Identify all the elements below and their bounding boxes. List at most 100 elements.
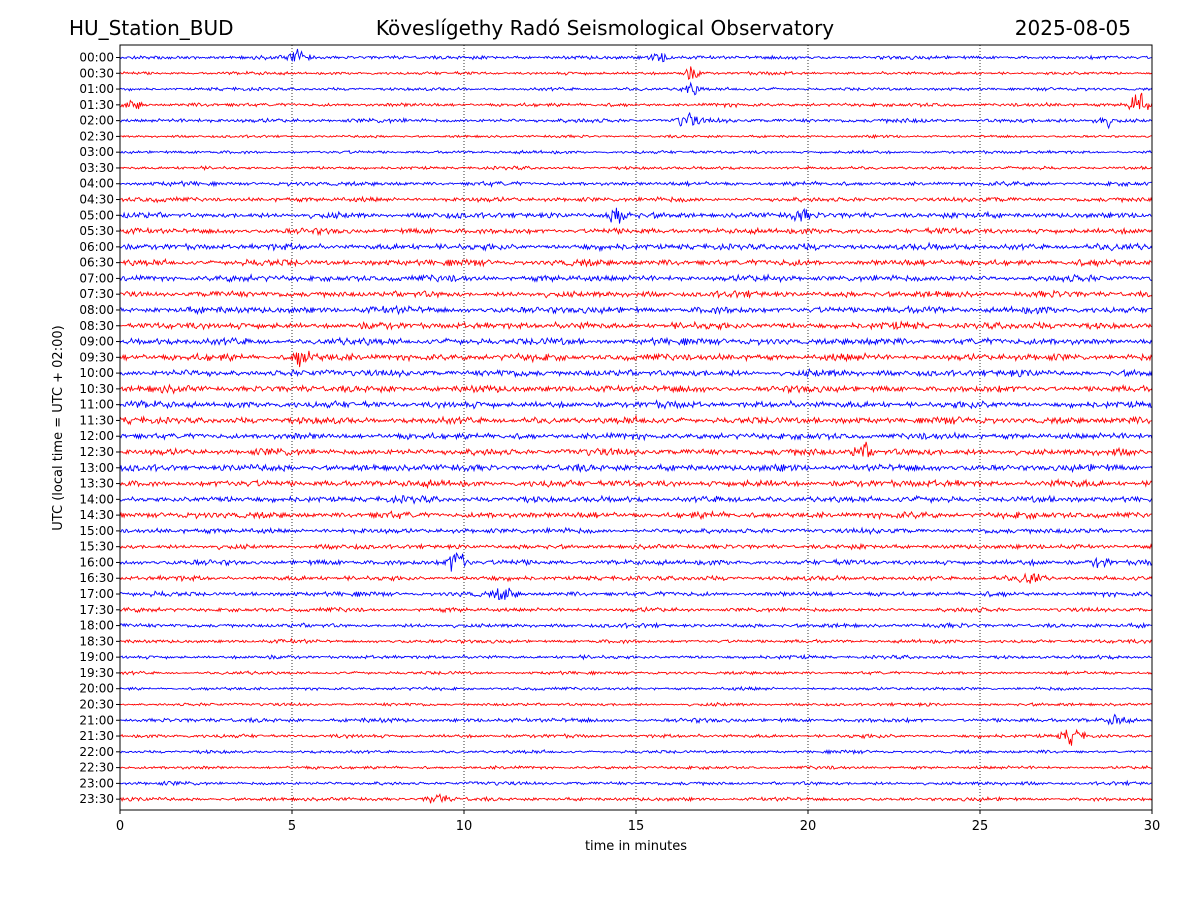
trace-11:00 bbox=[119, 399, 1153, 410]
trace-17:30 bbox=[119, 606, 1153, 614]
y-tick-label: 19:30 bbox=[79, 666, 114, 680]
y-tick-label: 07:00 bbox=[79, 271, 114, 285]
y-tick-label: 00:00 bbox=[79, 51, 114, 65]
trace-15:00 bbox=[119, 526, 1153, 536]
trace-05:30 bbox=[119, 226, 1153, 237]
trace-21:30 bbox=[119, 728, 1153, 746]
date-label: 2025-08-05 bbox=[1014, 16, 1131, 40]
y-tick-label: 05:30 bbox=[79, 224, 114, 238]
trace-15:30 bbox=[119, 542, 1153, 551]
trace-04:00 bbox=[119, 180, 1153, 188]
y-tick-label: 16:30 bbox=[79, 571, 114, 585]
y-tick-label: 14:30 bbox=[79, 508, 114, 522]
trace-09:00 bbox=[119, 336, 1153, 347]
trace-20:00 bbox=[119, 685, 1153, 692]
y-tick-label: 22:30 bbox=[79, 761, 114, 775]
trace-07:30 bbox=[119, 289, 1153, 300]
trace-04:30 bbox=[119, 195, 1153, 204]
y-tick-label: 15:00 bbox=[79, 524, 114, 538]
trace-group bbox=[119, 48, 1153, 804]
trace-23:30 bbox=[119, 793, 1153, 804]
x-axis-label: time in minutes bbox=[585, 839, 687, 854]
y-tick-label: 04:30 bbox=[79, 193, 114, 207]
trace-02:00 bbox=[119, 111, 1153, 130]
trace-07:00 bbox=[119, 273, 1153, 284]
station-label: HU_Station_BUD bbox=[69, 16, 234, 40]
y-tick-label: 12:00 bbox=[79, 429, 114, 443]
trace-02:30 bbox=[119, 133, 1153, 140]
trace-03:30 bbox=[119, 165, 1153, 171]
y-tick-label: 11:00 bbox=[79, 398, 114, 412]
trace-09:30 bbox=[119, 350, 1153, 368]
vertical-grid bbox=[291, 45, 981, 810]
trace-10:30 bbox=[119, 383, 1153, 395]
trace-13:00 bbox=[119, 462, 1153, 474]
y-tick-label: 01:00 bbox=[79, 82, 114, 96]
trace-14:00 bbox=[119, 494, 1153, 505]
y-tick-label: 23:00 bbox=[79, 776, 114, 790]
y-tick-label: 13:00 bbox=[79, 461, 114, 475]
y-tick-label: 10:30 bbox=[79, 382, 114, 396]
y-tick-label: 07:30 bbox=[79, 287, 114, 301]
trace-06:30 bbox=[119, 257, 1153, 268]
y-tick-label: 20:00 bbox=[79, 682, 114, 696]
trace-19:30 bbox=[119, 670, 1153, 676]
y-tick-label: 06:00 bbox=[79, 240, 114, 254]
trace-13:30 bbox=[119, 477, 1153, 490]
x-tick-label: 20 bbox=[800, 819, 817, 834]
trace-12:30 bbox=[119, 441, 1153, 458]
trace-03:00 bbox=[119, 149, 1153, 155]
y-tick-label: 09:00 bbox=[79, 335, 114, 349]
trace-05:00 bbox=[119, 207, 1153, 224]
trace-17:00 bbox=[119, 587, 1153, 600]
y-tick-label: 23:30 bbox=[79, 792, 114, 806]
y-tick-label: 17:30 bbox=[79, 603, 114, 617]
y-tick-label: 09:30 bbox=[79, 350, 114, 364]
trace-06:00 bbox=[119, 241, 1153, 253]
y-tick-label: 16:00 bbox=[79, 555, 114, 569]
trace-08:00 bbox=[119, 304, 1153, 316]
trace-22:00 bbox=[119, 748, 1153, 755]
y-tick-label: 11:30 bbox=[79, 413, 114, 427]
y-tick-label: 18:30 bbox=[79, 634, 114, 648]
x-tick-label: 25 bbox=[972, 819, 989, 834]
trace-20:30 bbox=[119, 701, 1153, 708]
y-tick-label: 06:30 bbox=[79, 256, 114, 270]
trace-12:00 bbox=[119, 431, 1153, 442]
y-tick-label: 13:30 bbox=[79, 477, 114, 491]
x-tick-label: 30 bbox=[1144, 819, 1161, 834]
y-tick-label: 10:00 bbox=[79, 366, 114, 380]
trace-23:00 bbox=[119, 779, 1153, 787]
observatory-title: Köveslígethy Radó Seismological Observat… bbox=[375, 16, 835, 40]
trace-01:00 bbox=[119, 81, 1153, 96]
y-tick-label: 05:00 bbox=[79, 208, 114, 222]
trace-18:30 bbox=[119, 637, 1153, 645]
trace-18:00 bbox=[119, 621, 1153, 630]
y-axis-label: UTC (local time = UTC + 02:00) bbox=[51, 325, 66, 530]
y-tick-label: 00:30 bbox=[79, 66, 114, 80]
trace-08:30 bbox=[119, 320, 1153, 331]
trace-00:00 bbox=[119, 48, 1152, 63]
trace-11:30 bbox=[119, 414, 1153, 426]
y-tick-label: 15:30 bbox=[79, 540, 114, 554]
y-tick-label: 18:00 bbox=[79, 619, 114, 633]
y-tick-label: 12:30 bbox=[79, 445, 114, 459]
y-tick-label: 02:00 bbox=[79, 114, 114, 128]
y-tick-label: 03:00 bbox=[79, 145, 114, 159]
trace-22:30 bbox=[119, 764, 1153, 771]
x-tick-label: 15 bbox=[628, 819, 645, 834]
trace-19:00 bbox=[119, 653, 1153, 661]
trace-10:00 bbox=[119, 367, 1153, 379]
y-tick-label: 20:30 bbox=[79, 697, 114, 711]
x-tick-label: 5 bbox=[288, 819, 296, 834]
trace-00:30 bbox=[119, 66, 1153, 80]
y-tick-label: 14:00 bbox=[79, 492, 114, 506]
trace-16:30 bbox=[119, 572, 1153, 584]
y-tick-label: 21:00 bbox=[79, 713, 114, 727]
trace-16:00 bbox=[119, 551, 1153, 572]
y-tick-label: 08:00 bbox=[79, 303, 114, 317]
y-tick-label: 04:00 bbox=[79, 177, 114, 191]
y-tick-label: 02:30 bbox=[79, 129, 114, 143]
